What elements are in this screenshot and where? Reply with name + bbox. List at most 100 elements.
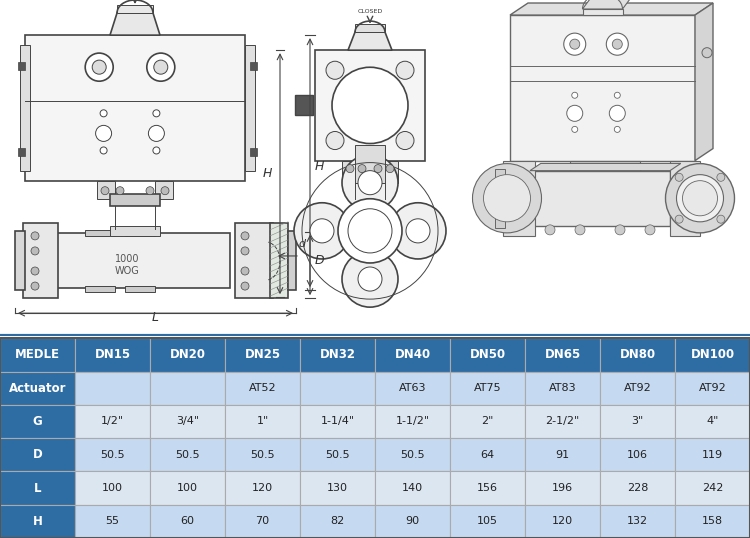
Bar	[450, 471, 525, 505]
Circle shape	[153, 147, 160, 154]
Circle shape	[682, 181, 718, 216]
Text: DN25: DN25	[244, 349, 280, 362]
Text: AT52: AT52	[249, 383, 276, 393]
Circle shape	[147, 53, 175, 81]
Text: 50.5: 50.5	[326, 450, 350, 460]
Circle shape	[338, 199, 402, 263]
Bar	[503, 161, 535, 236]
Bar	[225, 438, 300, 471]
Circle shape	[241, 267, 249, 275]
Text: 90: 90	[406, 516, 419, 526]
Bar	[155, 181, 173, 199]
Circle shape	[572, 92, 578, 98]
Text: H: H	[262, 167, 272, 180]
Circle shape	[358, 267, 382, 291]
Bar	[510, 15, 695, 161]
Bar	[375, 505, 450, 538]
Text: H: H	[315, 160, 324, 173]
Bar	[600, 438, 675, 471]
Circle shape	[570, 39, 580, 49]
Bar	[675, 405, 750, 438]
Circle shape	[326, 61, 344, 79]
Text: H: H	[32, 515, 43, 528]
Bar	[300, 471, 375, 505]
Circle shape	[342, 251, 398, 307]
Circle shape	[390, 203, 446, 259]
Bar	[85, 286, 115, 292]
Polygon shape	[583, 0, 632, 9]
Text: 64: 64	[481, 450, 494, 460]
Polygon shape	[348, 32, 392, 50]
Circle shape	[575, 225, 585, 235]
Circle shape	[615, 225, 625, 235]
Circle shape	[116, 187, 124, 195]
Bar	[675, 505, 750, 538]
Text: 82: 82	[330, 516, 344, 526]
Text: 100: 100	[177, 483, 198, 493]
Text: 196: 196	[552, 483, 573, 493]
Text: AT75: AT75	[474, 383, 501, 393]
Polygon shape	[583, 9, 622, 15]
Bar	[75, 438, 150, 471]
Bar	[300, 438, 375, 471]
Text: 106: 106	[627, 450, 648, 460]
Text: MEDLE: MEDLE	[15, 349, 60, 362]
Circle shape	[396, 61, 414, 79]
Bar	[530, 171, 670, 226]
Bar	[75, 405, 150, 438]
Bar	[525, 471, 600, 505]
Circle shape	[386, 165, 394, 173]
Circle shape	[241, 232, 249, 240]
Bar	[110, 194, 160, 206]
Text: DN100: DN100	[691, 349, 734, 362]
Bar	[300, 505, 375, 538]
Bar	[525, 438, 600, 471]
Circle shape	[146, 187, 154, 195]
Bar	[75, 372, 150, 405]
Text: 119: 119	[702, 450, 723, 460]
Polygon shape	[510, 3, 713, 15]
Bar	[450, 405, 525, 438]
Circle shape	[154, 60, 168, 74]
Circle shape	[31, 247, 39, 255]
Circle shape	[31, 282, 39, 290]
Text: 50.5: 50.5	[176, 450, 200, 460]
Text: 50.5: 50.5	[400, 450, 424, 460]
Text: 158: 158	[702, 516, 723, 526]
Text: 100: 100	[102, 483, 123, 493]
Bar	[375, 338, 450, 372]
Circle shape	[609, 105, 625, 122]
Circle shape	[153, 110, 160, 117]
Circle shape	[374, 165, 382, 173]
Bar	[675, 471, 750, 505]
Text: 120: 120	[552, 516, 573, 526]
Bar	[675, 338, 750, 372]
Bar	[675, 438, 750, 471]
Bar	[75, 471, 150, 505]
Circle shape	[472, 164, 542, 233]
Text: 156: 156	[477, 483, 498, 493]
Text: DN50: DN50	[470, 349, 506, 362]
Text: 228: 228	[627, 483, 648, 493]
Bar	[15, 231, 25, 290]
Text: 60: 60	[181, 516, 194, 526]
Circle shape	[614, 92, 620, 98]
Bar	[225, 405, 300, 438]
Bar	[450, 438, 525, 471]
Text: 1-1/4": 1-1/4"	[320, 416, 355, 427]
Polygon shape	[695, 3, 713, 161]
Bar	[235, 223, 273, 298]
Bar	[525, 505, 600, 538]
Polygon shape	[110, 13, 160, 35]
Bar	[225, 372, 300, 405]
Text: 70: 70	[256, 516, 269, 526]
Bar	[45, 233, 230, 288]
Circle shape	[396, 131, 414, 150]
Bar	[225, 471, 300, 505]
Circle shape	[614, 126, 620, 132]
Bar	[450, 338, 525, 372]
Circle shape	[342, 154, 398, 211]
Bar	[250, 62, 257, 70]
Circle shape	[675, 173, 683, 181]
Bar	[342, 161, 398, 183]
